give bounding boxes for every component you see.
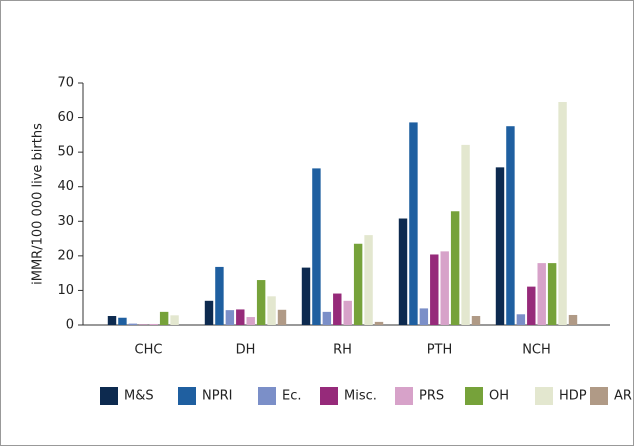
- bar: [568, 314, 578, 325]
- legend-label: HDP: [559, 389, 587, 404]
- bar: [128, 323, 138, 325]
- legend-swatch: [465, 387, 483, 405]
- bar: [450, 211, 460, 325]
- legend-swatch: [258, 387, 276, 405]
- bar: [236, 309, 245, 325]
- bar: [374, 321, 384, 325]
- bar: [516, 314, 526, 325]
- bar: [353, 243, 363, 325]
- bar: [256, 280, 266, 325]
- legend-label: Misc.: [344, 389, 377, 404]
- bar: [461, 144, 470, 325]
- bar: [547, 263, 557, 325]
- bar: [149, 323, 158, 325]
- legend-swatch: [535, 387, 553, 405]
- x-tick-label: NCH: [522, 343, 551, 358]
- y-tick-label: 0: [66, 318, 74, 333]
- bar: [118, 317, 127, 325]
- legend-label: OH: [489, 389, 509, 404]
- x-tick-label: PTH: [427, 343, 453, 358]
- bar: [430, 254, 439, 325]
- bar: [558, 102, 567, 325]
- y-tick-label: 50: [57, 145, 74, 160]
- bar: [107, 316, 117, 325]
- bar: [267, 296, 276, 325]
- bar: [527, 286, 536, 325]
- y-tick-label: 40: [57, 179, 74, 194]
- legend-label: Ec.: [282, 389, 302, 404]
- bar: [159, 311, 169, 325]
- bar: [343, 300, 352, 325]
- bar: [225, 310, 235, 325]
- y-axis-label: iMMR/100 000 live births: [31, 123, 46, 285]
- y-tick-label: 60: [57, 110, 74, 125]
- bar: [333, 293, 342, 325]
- x-tick-label: CHC: [135, 343, 163, 358]
- legend-swatch: [590, 387, 608, 405]
- bar: [246, 317, 255, 325]
- bar: [301, 267, 311, 325]
- bar: [215, 266, 224, 325]
- legend-swatch: [395, 387, 413, 405]
- bar: [312, 168, 321, 325]
- y-tick-label: 10: [57, 283, 74, 298]
- legend-label: M&S: [124, 389, 154, 404]
- legend-swatch: [178, 387, 196, 405]
- bar: [170, 315, 179, 325]
- bar: [322, 311, 332, 325]
- x-tick-label: RH: [333, 343, 352, 358]
- bar: [409, 122, 418, 325]
- y-tick-label: 20: [57, 248, 74, 263]
- legend-label: PRS: [419, 389, 444, 404]
- legend-swatch: [320, 387, 338, 405]
- bar: [537, 263, 546, 325]
- bar: [398, 218, 408, 325]
- bar: [471, 316, 481, 325]
- legend-swatch: [100, 387, 118, 405]
- y-tick-label: 30: [57, 214, 74, 229]
- bar: [506, 126, 515, 325]
- bar: [364, 235, 373, 325]
- bar: [277, 309, 287, 325]
- bar: [419, 308, 429, 325]
- bar: [204, 300, 214, 325]
- bar: [440, 251, 449, 325]
- x-tick-label: DH: [236, 343, 256, 358]
- y-tick-label: 70: [57, 76, 74, 91]
- legend-label: AR: [614, 389, 632, 404]
- bar: [495, 167, 505, 325]
- legend-label: NPRI: [202, 389, 232, 404]
